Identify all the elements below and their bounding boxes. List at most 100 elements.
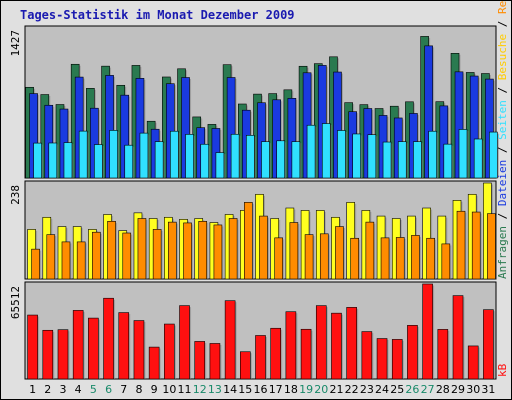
bar-rechner-16 [259, 215, 268, 280]
x-tick-day-28: 28 [436, 383, 450, 396]
bar-seiten-29 [458, 129, 468, 179]
bar-seiten-28 [443, 143, 453, 179]
x-tick-day-3: 3 [59, 383, 66, 396]
bar-kb-3 [57, 329, 69, 380]
bar-kb-25 [391, 339, 403, 380]
bar-rechner-28 [441, 243, 451, 280]
legend-label-besuche: Besuche [496, 34, 509, 80]
x-tick-day-4: 4 [75, 383, 82, 396]
bar-seiten-2 [48, 142, 58, 179]
bar-seiten-17 [276, 140, 285, 179]
bar-rechner-7 [122, 232, 132, 280]
x-tick-day-19: 19 [299, 383, 313, 396]
bar-seiten-13 [215, 152, 225, 179]
bar-kb-12 [194, 341, 206, 380]
bar-kb-18 [285, 311, 297, 380]
bar-seiten-22 [352, 133, 361, 179]
bar-seiten-4 [78, 130, 88, 179]
bar-rechner-5 [92, 231, 101, 280]
x-tick-day-16: 16 [254, 383, 268, 396]
bar-rechner-23 [365, 221, 375, 280]
bar-seiten-7 [124, 144, 134, 179]
bar-kb-2 [42, 329, 54, 380]
bar-kb-6 [103, 297, 114, 380]
bar-seiten-27 [428, 130, 437, 179]
legend-label-anfragen: Anfragen [496, 226, 509, 279]
bar-seiten-25 [397, 141, 407, 179]
bar-seiten-31 [489, 131, 498, 179]
bar-kb-16 [255, 335, 266, 380]
x-tick-day-2: 2 [44, 383, 51, 396]
x-tick-day-24: 24 [375, 383, 389, 396]
bar-kb-8 [133, 320, 145, 380]
x-tick-day-30: 30 [466, 383, 480, 396]
x-tick-day-22: 22 [345, 383, 359, 396]
bar-rechner-17 [274, 237, 283, 280]
bar-rechner-22 [350, 237, 359, 280]
x-tick-day-26: 26 [405, 383, 419, 396]
x-tick-day-31: 31 [481, 383, 495, 396]
bar-kb-5 [88, 317, 99, 380]
bar-rechner-26 [411, 235, 420, 280]
bar-seiten-23 [367, 134, 377, 179]
x-tick-day-15: 15 [238, 383, 252, 396]
bar-kb-15 [240, 351, 251, 380]
bar-kb-19 [300, 328, 312, 380]
bar-kb-9 [148, 346, 160, 380]
legend-label--: / [496, 14, 509, 34]
bar-rechner-11 [183, 222, 192, 280]
legend-label-dateien: Dateien [496, 160, 509, 206]
x-tick-day-12: 12 [193, 383, 207, 396]
bar-seiten-20 [321, 123, 331, 179]
bar-seiten-8 [139, 132, 149, 179]
x-tick-day-10: 10 [162, 383, 176, 396]
x-tick-day-29: 29 [451, 383, 465, 396]
x-tick-day-13: 13 [208, 383, 222, 396]
bar-kb-11 [179, 305, 190, 380]
x-tick-day-8: 8 [135, 383, 142, 396]
bar-seiten-16 [261, 141, 270, 179]
bar-kb-29 [452, 295, 464, 380]
series-legend-labels: Anfragen / Dateien / Seiten / Besuche / … [496, 1, 509, 279]
bar-seiten-30 [473, 138, 483, 179]
bar-rechner-24 [380, 237, 390, 280]
bar-seiten-9 [154, 141, 164, 179]
bar-rechner-12 [198, 221, 208, 280]
x-tick-day-18: 18 [284, 383, 298, 396]
bar-seiten-18 [291, 141, 301, 179]
bar-rechner-25 [395, 237, 405, 280]
bar-kb-4 [72, 310, 84, 380]
bar-seiten-26 [413, 141, 422, 179]
y-max-label-3: 65512 [9, 286, 22, 319]
y-max-label-1: 1427 [9, 30, 22, 57]
legend-label-kb: kB [496, 363, 509, 377]
x-tick-day-11: 11 [178, 383, 192, 396]
bar-kb-21 [331, 312, 342, 380]
bar-kb-14 [224, 300, 236, 380]
y-max-label-2: 238 [9, 185, 22, 205]
bar-rechner-31 [487, 213, 496, 280]
bar-rechner-18 [289, 222, 299, 280]
bar-rechner-8 [137, 218, 147, 280]
bar-rechner-20 [319, 233, 329, 280]
bar-seiten-14 [230, 133, 240, 179]
bar-rechner-9 [152, 229, 162, 280]
x-tick-day-5: 5 [90, 383, 97, 396]
x-tick-day-21: 21 [329, 383, 343, 396]
legend-label--: / [496, 140, 509, 160]
bar-kb-24 [376, 338, 388, 380]
x-tick-day-20: 20 [314, 383, 328, 396]
bar-seiten-21 [337, 130, 346, 179]
legend-label--: / [496, 80, 509, 100]
bar-rechner-10 [168, 221, 177, 280]
bar-rechner-13 [213, 224, 223, 280]
bar-kb-28 [437, 329, 449, 380]
bar-seiten-24 [382, 141, 392, 179]
x-tick-day-17: 17 [269, 383, 283, 396]
bar-kb-31 [483, 309, 494, 380]
bar-kb-23 [361, 331, 373, 380]
bar-rechner-27 [426, 237, 435, 280]
bar-seiten-15 [246, 135, 255, 179]
